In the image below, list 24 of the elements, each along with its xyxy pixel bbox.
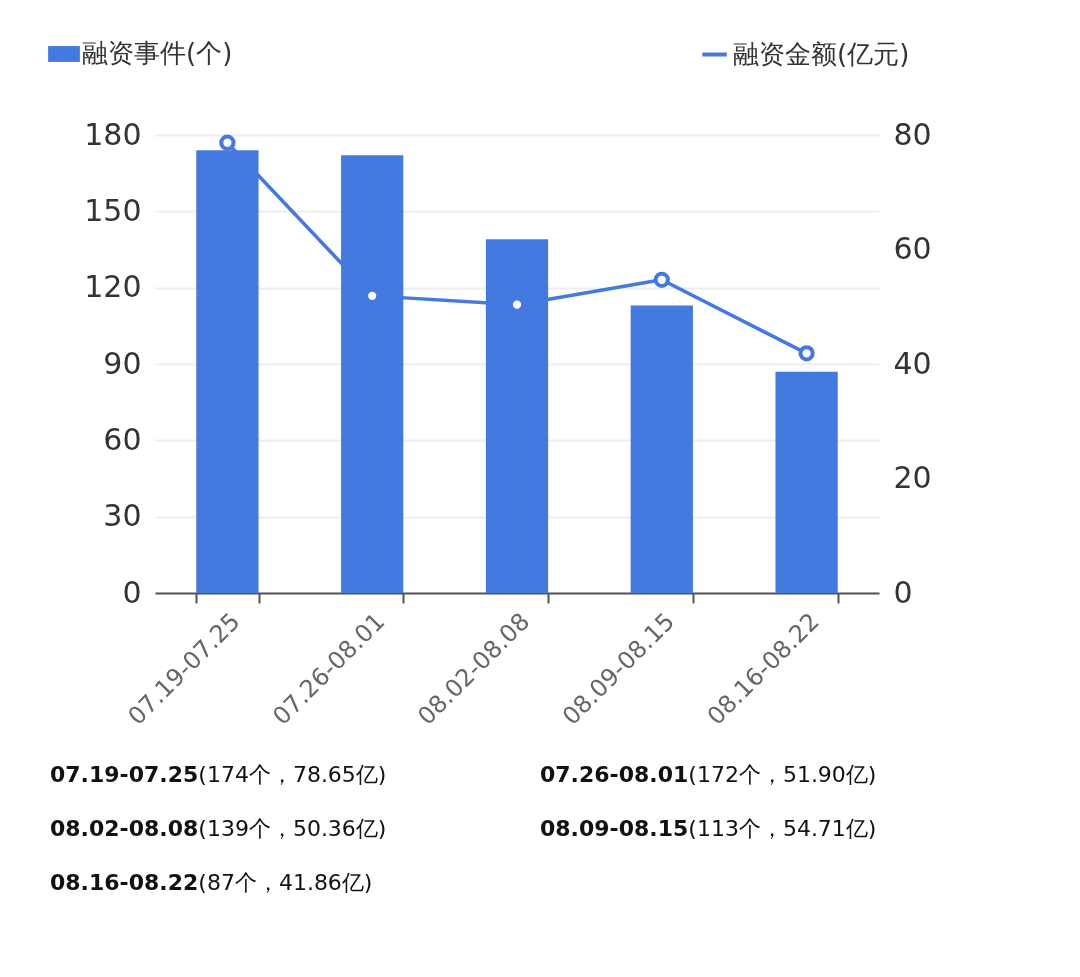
y-tick-label: 150 xyxy=(84,192,142,228)
y-tick-label: 90 xyxy=(103,345,142,381)
text: 07.19-07.25(174个，78.65亿) xyxy=(50,761,388,789)
bar xyxy=(630,305,693,593)
text: 08.02-08.08(139个，50.36亿) xyxy=(50,815,388,843)
y2-tick-label: 20 xyxy=(893,460,932,495)
text: 08.09-08.15(113个，54.71亿) xyxy=(540,815,878,843)
text: 07.26-08.01(172个，51.90亿) xyxy=(540,761,878,789)
point xyxy=(798,345,815,362)
text: 08.16-08.22(87个，41.86亿) xyxy=(50,869,374,897)
y2-tick-label: 0 xyxy=(893,574,913,610)
y2-tick-label: 40 xyxy=(893,345,932,381)
y-tick-label: 0 xyxy=(122,574,142,610)
y-tick-label: 120 xyxy=(84,269,142,305)
legend-label: 融资金额(亿元) xyxy=(733,38,910,69)
y-tick-label: 30 xyxy=(103,498,142,534)
y-tick-label: 60 xyxy=(103,421,142,457)
y-tick-label: 180 xyxy=(84,116,142,152)
point xyxy=(653,271,670,288)
legend-label: 融资事件(个) xyxy=(82,38,233,68)
point xyxy=(219,134,236,151)
y2-tick-label: 80 xyxy=(893,116,932,152)
y2-tick-label: 60 xyxy=(893,231,932,266)
bar xyxy=(775,371,838,593)
